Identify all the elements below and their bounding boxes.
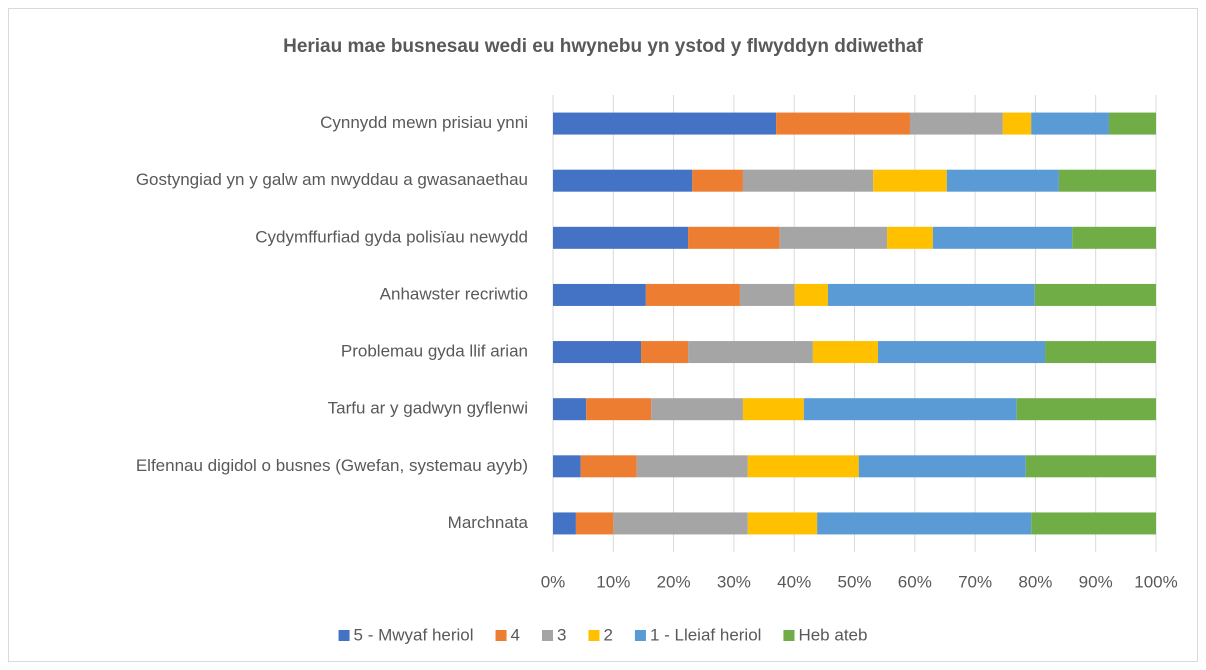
bar-segment (1058, 169, 1156, 192)
bar-segment (858, 455, 1026, 478)
bar-segment (553, 398, 587, 421)
bar-segment (1034, 283, 1156, 306)
legend-label: 4 (511, 625, 520, 644)
x-tick-label: 30% (717, 572, 751, 591)
bar-segment (1108, 112, 1156, 135)
bar-segment (887, 226, 933, 249)
y-tick-label: Tarfu ar y gadwyn gyflenwi (328, 399, 528, 418)
bar-segment (776, 112, 910, 135)
legend-swatch (495, 630, 507, 641)
bar-segment (932, 226, 1073, 249)
bar-segment (827, 283, 1035, 306)
y-tick-label: Gostyngiad yn y galw am nwyddau a gwasan… (136, 170, 528, 189)
x-tick-label: 50% (837, 572, 871, 591)
chart-title: Heriau mae busnesau wedi eu hwynebu yn y… (283, 36, 923, 57)
bar-segment (586, 398, 652, 421)
legend-swatch (542, 630, 553, 641)
bar-segment (946, 169, 1059, 192)
legend-label: 1 - Lleiaf heriol (650, 625, 762, 644)
x-tick-label: 40% (777, 572, 811, 591)
bar-segment (553, 455, 581, 478)
legend-swatch (588, 630, 600, 641)
bar-segment (613, 512, 748, 535)
x-tick-label: 70% (958, 572, 992, 591)
legend-label: 2 (603, 625, 612, 644)
bar-segment (645, 283, 740, 306)
bar-segment (1045, 341, 1156, 364)
chart-border (8, 8, 1198, 662)
x-tick-label: 60% (898, 572, 932, 591)
bar-segment (553, 283, 646, 306)
bar-segment (1016, 398, 1156, 421)
bar-segment (553, 112, 777, 135)
bar-segment (553, 226, 689, 249)
x-tick-label: 0% (541, 572, 566, 591)
bar-segment (803, 398, 1017, 421)
bar-segment (747, 512, 818, 535)
bar-segment (909, 112, 1003, 135)
bar-segment (812, 341, 879, 364)
legend-label: 3 (557, 625, 566, 644)
bar-segment (553, 512, 576, 535)
y-tick-label: Anhawster recriwtio (380, 284, 528, 303)
bar-segment (1002, 112, 1032, 135)
bar-segment (553, 169, 693, 192)
bar-segment (1031, 512, 1156, 535)
y-tick-label: Problemau gyda llif arian (341, 342, 528, 361)
bar-segment (636, 455, 748, 478)
bar-segment (1025, 455, 1156, 478)
legend-swatch (783, 630, 795, 641)
bar-segment (739, 283, 795, 306)
bar-segment (742, 169, 874, 192)
bar-segment (1072, 226, 1156, 249)
x-tick-label: 20% (657, 572, 691, 591)
bar-segment (873, 169, 947, 192)
x-tick-label: 100% (1134, 572, 1177, 591)
bar-segment (553, 341, 642, 364)
bar-segment (878, 341, 1046, 364)
y-tick-label: Elfennau digidol o busnes (Gwefan, syste… (136, 456, 528, 475)
y-tick-label: Marchnata (448, 513, 529, 532)
y-tick-label: Cynnydd mewn prisiau ynni (320, 113, 528, 132)
bar-segment (580, 455, 637, 478)
bar-segment (1031, 112, 1109, 135)
bar-segment (651, 398, 743, 421)
x-tick-label: 90% (1079, 572, 1113, 591)
bar-segment (692, 169, 743, 192)
bar-segment (747, 455, 859, 478)
bar-segment (688, 341, 813, 364)
bar-segment (779, 226, 888, 249)
bar-segment (688, 226, 780, 249)
x-tick-label: 10% (596, 572, 630, 591)
bar-segment (641, 341, 689, 364)
legend-swatch (338, 630, 350, 641)
bar-segment (794, 283, 828, 306)
y-tick-label: Cydymffurfiad gyda polisïau newydd (255, 227, 528, 246)
legend-label: Heb ateb (798, 625, 867, 644)
legend-swatch (634, 630, 646, 641)
bar-segment (817, 512, 1032, 535)
legend-label: 5 - Mwyaf heriol (354, 625, 474, 644)
bar-segment (575, 512, 614, 535)
x-tick-label: 80% (1018, 572, 1052, 591)
bar-segment (742, 398, 804, 421)
